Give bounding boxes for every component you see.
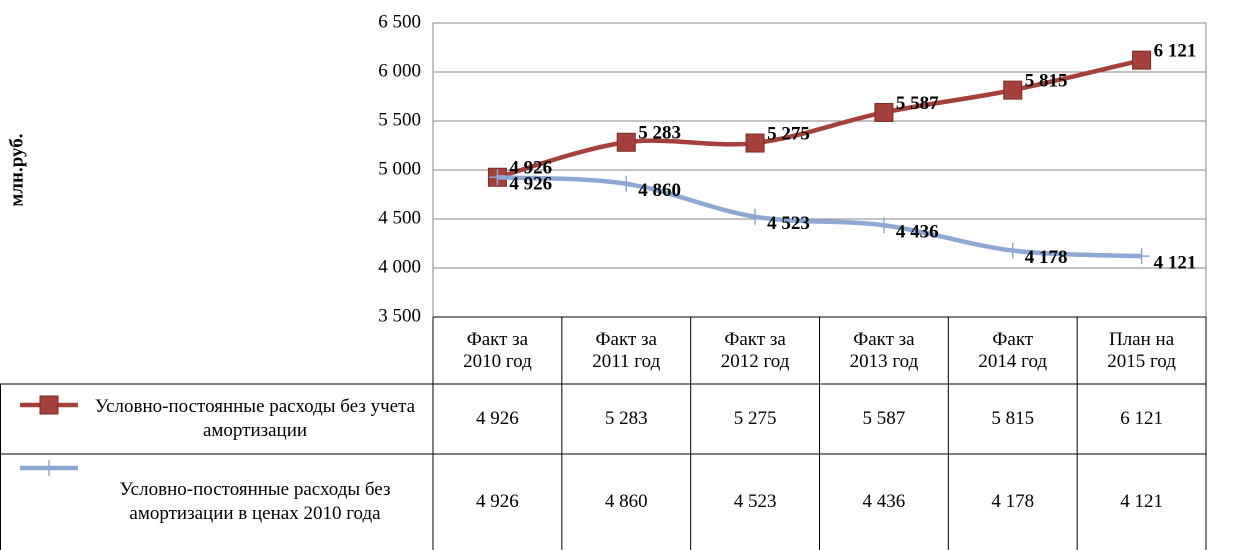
marker [618, 175, 635, 192]
marker [1132, 50, 1152, 70]
x-tick-label: Факт за 2011 год [592, 328, 661, 372]
series-line [497, 175, 1142, 259]
y-tick-label: 5 000 [378, 158, 421, 179]
table-value: 5 283 [604, 408, 648, 429]
y-tick-label: 4 000 [378, 256, 421, 277]
y-tick-label: 4 500 [378, 207, 421, 228]
x-tick-label: Факт за 2012 год [720, 328, 790, 372]
data-label: 4 523 [767, 213, 810, 234]
data-label: 6 121 [1154, 41, 1197, 62]
marker [875, 217, 892, 234]
marker [1004, 242, 1021, 259]
data-label: 5 587 [896, 93, 939, 114]
y-axis-label: млн.руб. [6, 133, 27, 206]
marker [874, 102, 894, 122]
data-label: 5 283 [638, 123, 681, 144]
table-value: 4 121 [1120, 491, 1163, 512]
table-value: 4 178 [991, 491, 1035, 512]
data-label: 4 860 [638, 180, 681, 201]
table-value: 5 275 [733, 408, 777, 429]
data-label: 4 926 [509, 158, 552, 179]
x-tick-label: Факт за 2010 год [463, 328, 532, 372]
y-tick-label: 6 500 [378, 11, 421, 32]
data-label: 4 178 [1025, 247, 1068, 268]
data-label: 5 275 [767, 123, 810, 144]
marker [1133, 248, 1150, 265]
marker [489, 169, 506, 186]
table-value: 4 523 [733, 491, 777, 512]
y-tick-label: 5 500 [378, 109, 421, 130]
x-tick-label: Факт за 2013 год [849, 328, 919, 372]
table-value: 5 587 [862, 408, 906, 429]
table-value: 5 815 [991, 408, 1035, 429]
marker [1003, 80, 1023, 100]
marker [745, 133, 765, 153]
y-tick-label: 3 500 [378, 305, 421, 326]
table-value: 4 436 [862, 491, 906, 512]
data-label: 4 436 [896, 222, 939, 243]
table-value: 4 926 [476, 408, 519, 429]
x-tick-label: Факт 2014 год [978, 328, 1048, 372]
table-value: 6 121 [1120, 408, 1163, 429]
legend-marker [41, 460, 57, 476]
marker [616, 132, 636, 152]
table-value: 4 860 [604, 491, 648, 512]
data-label: 5 815 [1025, 70, 1068, 91]
series-line [496, 57, 1143, 180]
legend-entry: Условно-постоянные расходы без учета амо… [94, 396, 416, 441]
data-label: 4 926 [509, 174, 552, 195]
legend-marker [39, 395, 59, 415]
legend-entry: Условно-постоянные расходы без амортизац… [119, 479, 391, 524]
marker [747, 208, 764, 225]
table-value: 4 926 [476, 491, 519, 512]
y-tick-label: 6 000 [378, 60, 421, 81]
x-tick-label: План на 2015 год [1107, 328, 1176, 372]
data-label: 4 121 [1154, 253, 1197, 274]
